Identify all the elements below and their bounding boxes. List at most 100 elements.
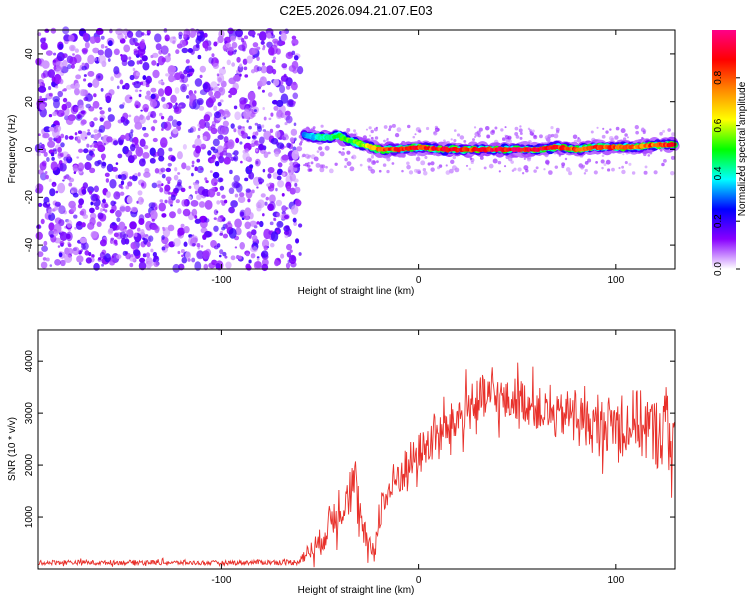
- spectrogram-noise-speck: [290, 82, 298, 91]
- spectrogram-noise-speck: [284, 110, 291, 117]
- snr-x-tick-label: -100: [211, 575, 231, 586]
- spectrogram-noise-speck: [275, 187, 278, 192]
- spectrogram-noise-speck: [138, 217, 145, 226]
- spectrogram-noise-speck: [143, 132, 149, 138]
- spectrogram-noise-speck: [443, 139, 446, 143]
- spectrogram-noise-speck: [248, 125, 252, 130]
- spectrogram-noise-speck: [57, 146, 62, 153]
- spectrogram-noise-speck: [154, 33, 162, 43]
- spectrogram-noise-speck: [249, 220, 258, 227]
- spectrogram-noise-speck: [256, 186, 259, 189]
- spectrogram-noise-speck: [78, 262, 82, 266]
- spectrogram-noise-speck: [242, 58, 248, 65]
- spectrogram-noise-speck: [225, 222, 233, 230]
- spectrogram-noise-speck: [66, 234, 71, 239]
- spectrogram-noise-speck: [74, 226, 77, 230]
- spectrogram-noise-speck: [56, 109, 65, 118]
- spectrogram-noise-speck: [81, 62, 85, 66]
- spectrogram-noise-speck: [113, 66, 120, 75]
- spectrogram-noise-speck: [46, 157, 50, 163]
- spectrogram-noise-speck: [60, 142, 65, 148]
- spectrogram-noise-speck: [117, 153, 123, 159]
- spectrogram-noise-speck: [74, 82, 80, 89]
- spectrogram-noise-speck: [275, 48, 281, 55]
- spectrogram-noise-speck: [115, 162, 119, 165]
- spectrogram-noise-speck: [273, 56, 277, 60]
- spectrogram-noise-speck: [164, 184, 171, 192]
- spectrogram-noise-speck: [39, 95, 42, 99]
- spectrogram-noise-speck: [518, 128, 523, 133]
- spectrogram-noise-speck: [427, 162, 431, 166]
- spectrogram-noise-speck: [488, 163, 494, 169]
- spectrogram-noise-speck: [95, 205, 100, 211]
- spectrogram-noise-speck: [96, 141, 103, 147]
- spectrogram-noise-speck: [177, 208, 182, 215]
- spectrogram-noise-speck: [61, 103, 68, 111]
- spectrogram-noise-speck: [643, 170, 648, 175]
- spectrogram-noise-speck: [111, 221, 116, 226]
- spectrogram-noise-speck: [478, 127, 483, 132]
- spectrogram-noise-speck: [201, 188, 210, 197]
- spectrogram-noise-speck: [249, 164, 254, 169]
- spectrogram-noise-speck: [137, 46, 141, 50]
- spectrogram-noise-speck: [296, 146, 303, 152]
- spectrogram-noise-speck: [41, 60, 50, 69]
- spectrogram-noise-speck: [129, 37, 136, 46]
- spectrogram-noise-speck: [52, 184, 56, 188]
- spectrogram-noise-speck: [68, 34, 75, 42]
- spectrogram-noise-speck: [244, 207, 252, 216]
- spectrogram-noise-speck: [624, 161, 628, 165]
- spectrogram-noise-speck: [130, 242, 137, 250]
- spectrogram-noise-speck: [142, 75, 147, 81]
- spectrogram-noise-speck: [40, 42, 48, 50]
- spectrogram-noise-speck: [265, 196, 269, 201]
- spectrogram-noise-speck: [163, 121, 172, 131]
- spectrogram-noise-speck: [129, 74, 135, 81]
- spectrogram-noise-speck: [309, 168, 313, 172]
- spectrogram-noise-speck: [37, 133, 41, 137]
- spectrogram-noise-speck: [388, 128, 392, 132]
- spectrogram-noise-speck: [280, 32, 287, 42]
- spectrogram-noise-speck: [142, 152, 150, 159]
- spectrogram-noise-speck: [267, 151, 271, 155]
- spectrogram-noise-speck: [290, 261, 297, 268]
- spectrogram-noise-speck: [64, 254, 73, 264]
- spectrogram-noise-speck: [258, 181, 263, 185]
- spectrogram-noise-speck: [169, 136, 173, 140]
- spectrogram-noise-speck: [59, 152, 64, 157]
- spectrogram-noise-speck: [504, 126, 507, 129]
- spectrogram-noise-speck: [247, 232, 252, 238]
- spectrogram-noise-speck: [210, 177, 218, 187]
- spectrogram-noise-speck: [271, 99, 278, 105]
- spectrogram-noise-speck: [45, 50, 53, 56]
- spectrogram-noise-speck: [133, 80, 141, 89]
- spectrogram-noise-speck: [87, 222, 95, 230]
- spectrogram-noise-speck: [156, 62, 160, 67]
- spectrogram-noise-speck: [346, 150, 351, 155]
- spectrogram-noise-speck: [90, 223, 94, 227]
- spectrogram-noise-speck: [183, 28, 191, 38]
- spectrogram-noise-speck: [174, 105, 180, 113]
- spectrogram-noise-speck: [256, 221, 260, 225]
- spectrogram-noise-speck: [100, 44, 105, 49]
- spectrogram-noise-speck: [223, 199, 228, 204]
- spectrogram-noise-speck: [176, 43, 183, 49]
- spectrogram-noise-speck: [159, 199, 164, 203]
- spectrogram-noise-speck: [469, 157, 473, 160]
- spectrogram-y-tick-label: 0: [24, 146, 35, 152]
- spectrogram-noise-speck: [182, 144, 187, 150]
- spectrogram-noise-speck: [117, 33, 124, 41]
- spectrogram-noise-speck: [401, 169, 404, 173]
- spectrogram-noise-speck: [145, 252, 151, 258]
- spectrogram-noise-speck: [70, 64, 75, 69]
- spectrogram-noise-speck: [205, 180, 209, 184]
- spectrogram-noise-speck: [177, 172, 181, 175]
- spectrogram-noise-speck: [243, 35, 249, 40]
- spectrogram-noise-speck: [80, 242, 89, 251]
- spectrogram-noise-speck: [448, 168, 454, 174]
- spectrogram-noise-speck: [260, 193, 266, 198]
- spectrogram-noise-speck: [197, 124, 201, 127]
- spectrogram-noise-speck: [268, 194, 276, 204]
- spectrogram-noise-speck: [230, 156, 235, 162]
- spectrogram-noise-speck: [450, 159, 455, 165]
